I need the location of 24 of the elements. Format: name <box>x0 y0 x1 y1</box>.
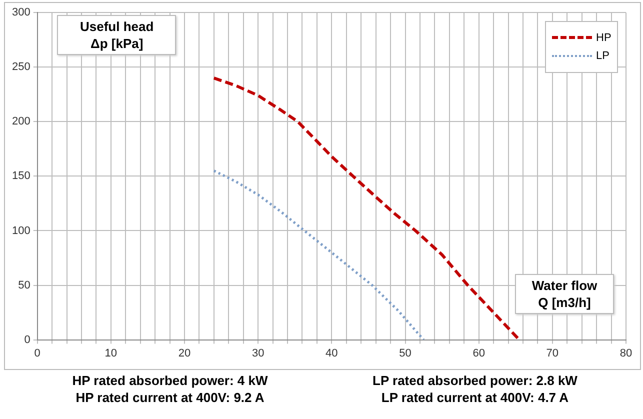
x-tick-label: 70 <box>546 347 559 360</box>
legend-label: HP <box>596 32 612 44</box>
y-tick-label: 150 <box>12 170 30 182</box>
x-tick-label: 20 <box>178 347 191 360</box>
x-tick-label: 40 <box>326 347 338 360</box>
label-box: Water flow Q [m3/h] <box>515 274 614 314</box>
x-tick-label: 50 <box>399 347 412 360</box>
line-series <box>212 76 521 340</box>
text: HP rated absorbed power: 4 kW HP rated current at 400V: 9.2 A <box>71 372 269 406</box>
x-tick-label: 30 <box>252 347 264 360</box>
y-tick-label: 200 <box>12 116 30 128</box>
text: LP rated absorbed power: 2.8 kW LP rated current at 400V: 4.7 A <box>372 372 578 406</box>
y-tick-label: 50 <box>18 279 30 292</box>
line-series <box>212 169 425 340</box>
y-tick-label: 250 <box>12 61 30 74</box>
x-tick-label: 60 <box>472 347 485 360</box>
x-tick-label: 10 <box>104 347 118 360</box>
y-tick-label: 300 <box>12 6 30 19</box>
legend-label: LP <box>596 50 610 62</box>
y-tick-label: 100 <box>12 224 30 237</box>
x-tick-label: 0 <box>34 347 40 360</box>
label-box: Useful head Δp [kPa] <box>57 14 176 55</box>
x-tick-label: 80 <box>620 347 632 360</box>
y-tick-label: 0 <box>24 334 30 346</box>
